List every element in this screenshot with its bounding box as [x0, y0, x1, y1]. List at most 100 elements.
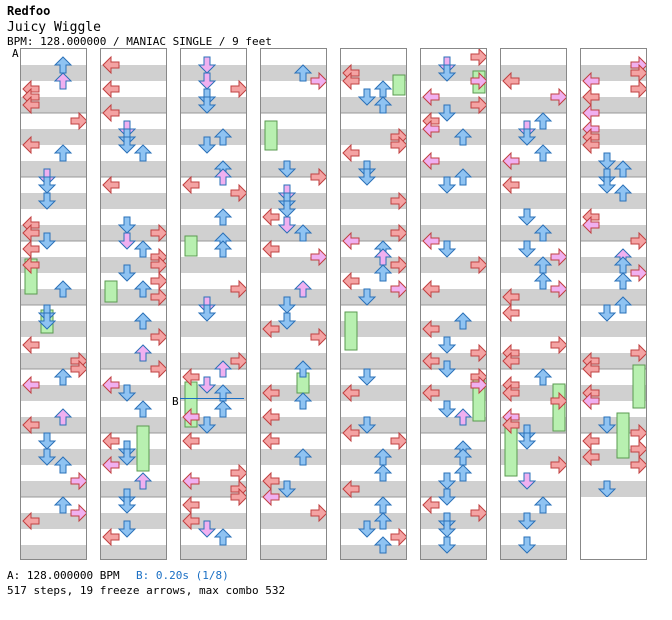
- step-arrow-down: [597, 176, 617, 194]
- column-1-notes: [21, 56, 86, 559]
- step-arrow-left: [502, 175, 520, 195]
- step-arrow-down: [37, 232, 57, 250]
- beat-band: [101, 65, 166, 81]
- step-arrow-up: [133, 280, 153, 298]
- beat-band: [21, 417, 86, 433]
- step-arrow-up: [213, 128, 233, 146]
- freeze-arrow: [264, 120, 278, 151]
- step-arrow-right: [630, 79, 646, 99]
- beat-band: [501, 545, 566, 559]
- step-arrow-up: [453, 408, 473, 426]
- beat-band: [421, 417, 486, 433]
- beat-band: [101, 225, 166, 241]
- beat-band: [341, 129, 406, 145]
- chart-column-6: [420, 48, 487, 560]
- marker-a: A: [11, 47, 20, 60]
- step-arrow-left: [502, 151, 520, 171]
- step-arrow-left: [22, 95, 40, 115]
- beat-band: [21, 321, 86, 337]
- beat-band: [101, 481, 166, 497]
- step-arrow-right: [390, 135, 406, 155]
- column-5-notes: [341, 63, 406, 559]
- beat-band: [181, 65, 246, 81]
- beat-band: [261, 513, 326, 529]
- step-arrow-left: [22, 511, 40, 531]
- step-arrow-left: [342, 423, 360, 443]
- step-arrow-down: [517, 432, 537, 450]
- beat-band: [341, 193, 406, 209]
- step-arrow-right: [470, 71, 486, 91]
- step-arrow-down: [597, 416, 617, 434]
- step-arrow-up: [613, 160, 633, 178]
- step-arrow-left: [262, 319, 280, 339]
- step-arrow-down: [197, 304, 217, 322]
- step-arrow-left: [182, 495, 200, 515]
- step-arrow-down: [197, 72, 217, 90]
- step-arrow-up: [133, 472, 153, 490]
- beat-band: [501, 161, 566, 177]
- step-arrow-left: [102, 527, 120, 547]
- step-arrow-right: [150, 287, 166, 307]
- step-arrow-left: [22, 415, 40, 435]
- step-arrow-right: [470, 95, 486, 115]
- beat-band: [181, 193, 246, 209]
- step-arrow-right: [150, 255, 166, 275]
- step-arrow-left: [342, 143, 360, 163]
- footer-bpm-a: A: 128.000000 BPM: [7, 569, 120, 582]
- step-arrow-up: [293, 224, 313, 242]
- step-arrow-down: [357, 88, 377, 106]
- beat-band: [421, 385, 486, 401]
- step-arrow-left: [342, 479, 360, 499]
- beat-band: [21, 513, 86, 529]
- step-arrow-down: [437, 64, 457, 82]
- step-arrow-down: [437, 488, 457, 506]
- step-arrow-right: [470, 343, 486, 363]
- step-arrow-left: [342, 71, 360, 91]
- step-arrow-left: [262, 239, 280, 259]
- step-arrow-down: [517, 208, 537, 226]
- beat-band: [341, 257, 406, 273]
- step-arrow-left: [502, 383, 520, 403]
- step-arrow-down: [597, 480, 617, 497]
- step-arrow-up: [53, 72, 73, 90]
- step-arrow-down: [277, 200, 297, 218]
- beat-band: [341, 65, 406, 81]
- step-arrow-left: [102, 175, 120, 195]
- step-arrow-right: [550, 335, 566, 355]
- beat-band: [21, 161, 86, 177]
- beat-band: [581, 193, 646, 209]
- step-arrow-down: [197, 56, 217, 74]
- beat-band: [181, 545, 246, 559]
- column-3-notes: [181, 56, 246, 559]
- step-arrow-right: [150, 223, 166, 243]
- bpm-difficulty-line: BPM: 128.000000 / MANIAC SINGLE / 9 feet: [7, 35, 272, 48]
- beat-band: [181, 513, 246, 529]
- beat-band: [501, 321, 566, 337]
- step-arrow-up: [533, 224, 553, 242]
- beat-band: [501, 289, 566, 305]
- step-arrow-down: [37, 448, 57, 466]
- step-arrow-left: [422, 151, 440, 171]
- step-arrow-down: [517, 472, 537, 490]
- step-arrow-left: [262, 487, 280, 507]
- step-arrow-left: [422, 319, 440, 339]
- step-arrow-right: [230, 183, 246, 203]
- beat-band: [181, 161, 246, 177]
- step-arrow-down: [117, 384, 137, 402]
- step-arrow-up: [373, 264, 393, 282]
- column-7-notes: [501, 65, 566, 559]
- freeze-arrow: [632, 364, 646, 409]
- step-arrow-down: [517, 512, 537, 530]
- step-arrow-down: [437, 400, 457, 418]
- chart-column-8: [580, 48, 647, 560]
- beat-band: [101, 97, 166, 113]
- freeze-arrow: [344, 311, 358, 351]
- step-arrow-right: [150, 271, 166, 291]
- step-arrow-right: [550, 247, 566, 267]
- step-arrow-down: [437, 240, 457, 258]
- step-arrow-up: [613, 272, 633, 290]
- beat-band: [261, 449, 326, 465]
- step-arrow-up: [613, 296, 633, 314]
- step-arrow-left: [102, 55, 120, 75]
- step-arrow-left: [182, 175, 200, 195]
